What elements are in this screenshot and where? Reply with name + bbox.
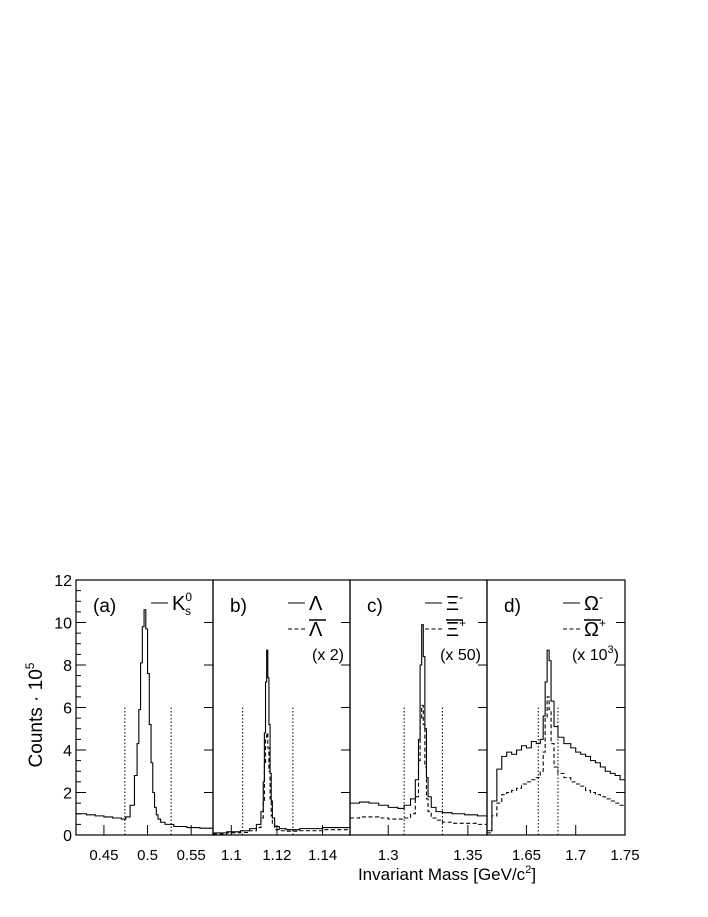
- scale-note: (x 103): [572, 644, 619, 664]
- y-axis-title: Counts · 105: [23, 662, 47, 767]
- panel-label: c): [367, 596, 383, 617]
- antiparticle-series-line: [213, 732, 351, 835]
- y-tick-label: 2: [63, 786, 72, 803]
- antiparticle-series-line: [350, 704, 487, 825]
- legend-label: Ω+: [584, 616, 606, 641]
- panel-label: b): [230, 596, 247, 617]
- panel-b: 1.1 1.12 1.14 b) ΛΛ (x 2): [212, 579, 351, 864]
- panel-a: 0.45 0.5 0.55 (a) K0 s: [75, 579, 214, 864]
- x-tick-label: 1.3: [378, 847, 399, 864]
- y-tick-label: 0: [63, 828, 72, 845]
- legend-symbol: Ξ: [446, 593, 459, 615]
- antiparticle-series-line: [487, 696, 625, 834]
- scale-note-text: (x 10: [572, 647, 608, 664]
- x-tick-label: 1.12: [262, 847, 291, 864]
- legend-label: Ξ+: [446, 616, 466, 641]
- y-tick-label: 10: [54, 616, 72, 633]
- particle-series-line: [487, 649, 625, 832]
- legend-superscript: -: [599, 590, 603, 604]
- legend-label: K0 s: [172, 590, 192, 618]
- legend-symbol: Ξ: [446, 619, 459, 641]
- legend-symbol: Ω: [584, 619, 599, 641]
- legend-symbol: Λ: [309, 593, 323, 615]
- x-tick-label: 1.35: [453, 847, 482, 864]
- y-tick-label: 6: [63, 701, 72, 718]
- particle-series-line: [76, 609, 214, 829]
- panel-c: 1.3 1.35c) Ξ-Ξ+(x 50): [349, 579, 488, 864]
- x-tick-label: 1.1: [221, 847, 242, 864]
- legend-superscript: +: [459, 616, 466, 630]
- scale-note-exponent: 3: [608, 644, 614, 656]
- panel-label: (a): [93, 596, 116, 617]
- x-tick-label: 1.75: [610, 847, 639, 864]
- legend-symbol: Ω: [584, 593, 599, 615]
- x-tick-label: 0.5: [137, 847, 158, 864]
- scale-note-text: (x 2): [312, 647, 344, 664]
- y-tick-label: 4: [63, 743, 72, 760]
- legend-label: Ω-: [584, 590, 603, 615]
- y-tick-label: 8: [63, 658, 72, 675]
- legend-superscript: +: [599, 616, 606, 630]
- scale-note: (x 50): [440, 647, 481, 664]
- x-tick-label: 0.55: [177, 847, 206, 864]
- particle-series-line: [350, 624, 488, 817]
- x-tick-label: 1.65: [512, 847, 541, 864]
- legend-label: Λ: [309, 593, 323, 615]
- scale-note-close: ): [614, 647, 619, 664]
- legend-symbol: Λ: [309, 619, 323, 641]
- x-tick-label: 0.45: [89, 847, 118, 864]
- scale-note-text: (x 50): [440, 647, 481, 664]
- legend-subscript: s: [185, 604, 191, 618]
- legend-symbol: K: [172, 593, 186, 615]
- scale-note: (x 2): [312, 647, 344, 664]
- legend-label: Λ: [309, 619, 323, 641]
- legend-label: Ξ-: [446, 590, 463, 615]
- x-tick-label: 1.7: [565, 847, 586, 864]
- legend-superscript: -: [459, 590, 463, 604]
- panel-frame: [212, 579, 351, 836]
- panel-d: 1.65 1.7 1.75d) Ω-Ω+(x 103): [486, 579, 640, 864]
- particle-series-line: [213, 649, 351, 834]
- panel-label: d): [504, 596, 521, 617]
- y-axis: 0 2 4 6 8 10 12: [54, 573, 86, 845]
- x-tick-label: 1.14: [308, 847, 337, 864]
- y-tick-label: 12: [54, 573, 72, 590]
- legend-superscript: 0: [185, 590, 192, 604]
- panels: 0.45 0.5 0.55 (a) K0 s 1.1 1.12 1.14 b) ΛΛ (x 2) 1.3…: [75, 579, 640, 864]
- x-axis-title: Invariant Mass [GeV/c2]: [358, 864, 536, 884]
